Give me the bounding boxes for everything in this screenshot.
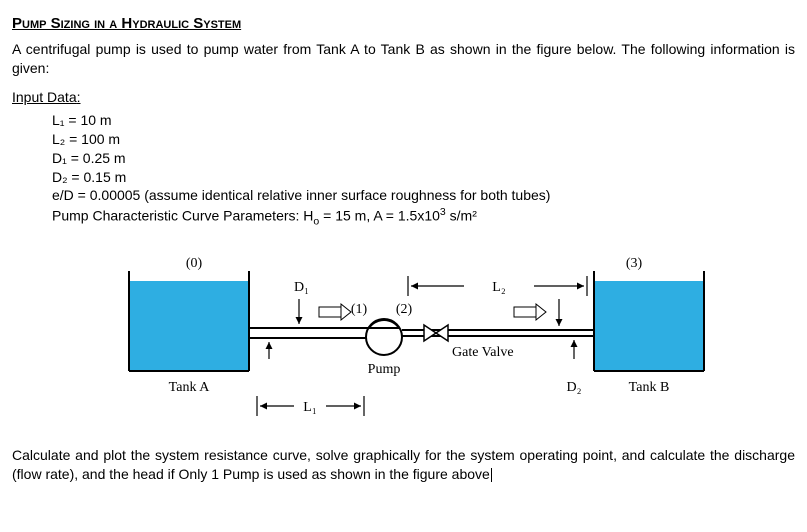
intro-paragraph: A centrifugal pump is used to pump water… [12, 40, 795, 78]
flow-arrow-2 [514, 304, 546, 320]
d2-label: D₂ [566, 380, 581, 395]
point-3: (3) [625, 256, 642, 271]
input-l2: L₂ = 100 m [52, 130, 795, 149]
tank-b-label: Tank B [628, 380, 669, 395]
d1-label: D₁ [294, 280, 309, 295]
input-ed: e/D = 0.00005 (assume identical relative… [52, 186, 795, 205]
tank-b-rect [594, 281, 704, 371]
point-2: (2) [395, 302, 412, 317]
tank-a-label: Tank A [168, 380, 210, 395]
page-title: Pump Sizing in a Hydraulic System [12, 14, 795, 34]
input-d1: D₁ = 0.25 m [52, 149, 795, 168]
point-0: (0) [185, 256, 202, 271]
input-d2: D₂ = 0.15 m [52, 168, 795, 187]
input-pump: Pump Characteristic Curve Parameters: Ho… [52, 205, 795, 229]
point-1: (1) [350, 302, 367, 317]
flow-arrow-1 [319, 304, 351, 320]
gate-valve-label: Gate Valve [452, 345, 514, 360]
gate-valve-symbol [424, 325, 448, 341]
l2-label: L₂ [492, 280, 506, 295]
tank-a-rect [129, 281, 249, 371]
hydraulic-figure: Tank A (0) Tank B (3) Pump Gate Valve (1… [12, 241, 795, 436]
question-paragraph: Calculate and plot the system resistance… [12, 446, 795, 484]
pump-label: Pump [367, 362, 400, 377]
l1-label: L₁ [303, 400, 316, 415]
input-l1: L₁ = 10 m [52, 111, 795, 130]
input-data-label: Input Data: [12, 88, 795, 107]
input-data-block: L₁ = 10 m L₂ = 100 m D₁ = 0.25 m D₂ = 0.… [52, 111, 795, 229]
